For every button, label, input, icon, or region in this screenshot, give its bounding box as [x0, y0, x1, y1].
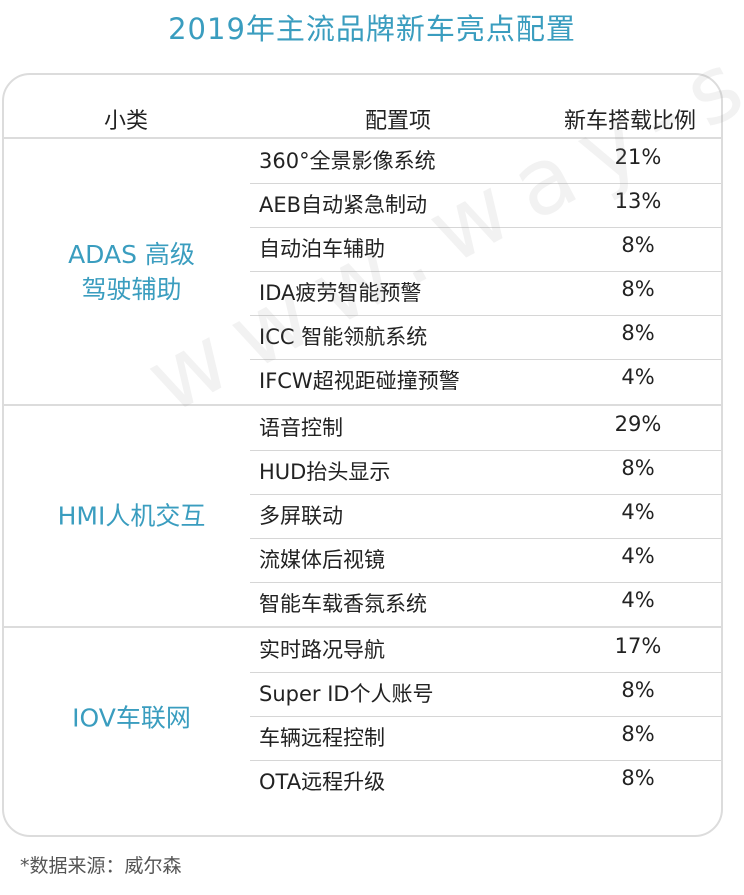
config-item: 语音控制	[259, 416, 343, 440]
table-row: AEB自动紧急制动 13%	[250, 183, 721, 228]
config-ratio: 29%	[614, 412, 662, 436]
config-ratio: 8%	[621, 321, 655, 345]
table-row: 语音控制 29%	[250, 406, 721, 451]
table-row: 车辆远程控制 8%	[250, 716, 721, 761]
config-item: OTA远程升级	[259, 770, 386, 794]
category-label: HMI人机交互	[57, 501, 206, 531]
table-row: Super ID个人账号 8%	[250, 672, 721, 717]
category-label: IOV车联网	[72, 703, 191, 733]
config-item: Super ID个人账号	[259, 682, 434, 706]
config-ratio: 8%	[621, 678, 655, 702]
table-row: 实时路况导航 17%	[250, 628, 721, 673]
config-ratio: 8%	[621, 233, 655, 257]
table-row: 多屏联动 4%	[250, 494, 721, 539]
group-adas: ADAS 高级 驾驶辅助 360°全景影像系统 21% AEB自动紧急制动 13…	[4, 139, 721, 406]
config-ratio: 4%	[621, 500, 655, 524]
config-item: 车辆远程控制	[259, 726, 385, 750]
config-ratio: 17%	[614, 634, 662, 658]
table-row: 360°全景影像系统 21%	[250, 139, 721, 184]
table-row: IFCW超视距碰撞预警 4%	[250, 359, 721, 403]
config-item: 多屏联动	[259, 504, 343, 528]
header-ratio: 新车搭载比例	[564, 109, 697, 134]
table-row: OTA远程升级 8%	[250, 760, 721, 804]
config-ratio: 8%	[621, 456, 655, 480]
config-item: 智能车载香氛系统	[259, 592, 427, 616]
category-line: ADAS 高级 驾驶辅助	[68, 239, 195, 304]
table-row: 智能车载香氛系统 4%	[250, 582, 721, 626]
page-title: 2019年主流品牌新车亮点配置	[168, 12, 576, 46]
config-ratio: 4%	[621, 365, 655, 389]
config-ratio: 21%	[614, 145, 662, 169]
config-table: 小类 配置项 新车搭载比例 ADAS 高级 驾驶辅助 360°全景影像系统 21…	[2, 73, 723, 837]
category-label: ADAS 高级 驾驶辅助	[4, 237, 259, 307]
config-item: ICC 智能领航系统	[259, 325, 428, 349]
config-ratio: 13%	[614, 189, 662, 213]
table-row: 自动泊车辅助 8%	[250, 227, 721, 272]
config-ratio: 4%	[621, 588, 655, 612]
header-category: 小类	[104, 109, 149, 134]
config-item: 实时路况导航	[259, 638, 385, 662]
table-row: HUD抬头显示 8%	[250, 450, 721, 495]
header-item: 配置项	[365, 109, 432, 134]
data-source-note: *数据来源：威尔森	[20, 855, 182, 877]
config-item: 自动泊车辅助	[259, 237, 385, 261]
config-item: IFCW超视距碰撞预警	[259, 369, 460, 393]
table-header: 小类 配置项 新车搭载比例	[4, 75, 721, 139]
config-ratio: 4%	[621, 544, 655, 568]
config-ratio: 8%	[621, 766, 655, 790]
config-item: AEB自动紧急制动	[259, 193, 428, 217]
config-item: IDA疲劳智能预警	[259, 281, 422, 305]
table-row: 流媒体后视镜 4%	[250, 538, 721, 583]
config-item: 流媒体后视镜	[259, 548, 385, 572]
table-row: ICC 智能领航系统 8%	[250, 315, 721, 360]
config-ratio: 8%	[621, 722, 655, 746]
group-hmi: HMI人机交互 语音控制 29% HUD抬头显示 8% 多屏联动 4% 流媒体后…	[4, 406, 721, 628]
config-item: HUD抬头显示	[259, 460, 391, 484]
config-item: 360°全景影像系统	[259, 149, 436, 173]
group-iov: IOV车联网 实时路况导航 17% Super ID个人账号 8% 车辆远程控制…	[4, 628, 721, 808]
config-ratio: 8%	[621, 277, 655, 301]
table-row: IDA疲劳智能预警 8%	[250, 271, 721, 316]
